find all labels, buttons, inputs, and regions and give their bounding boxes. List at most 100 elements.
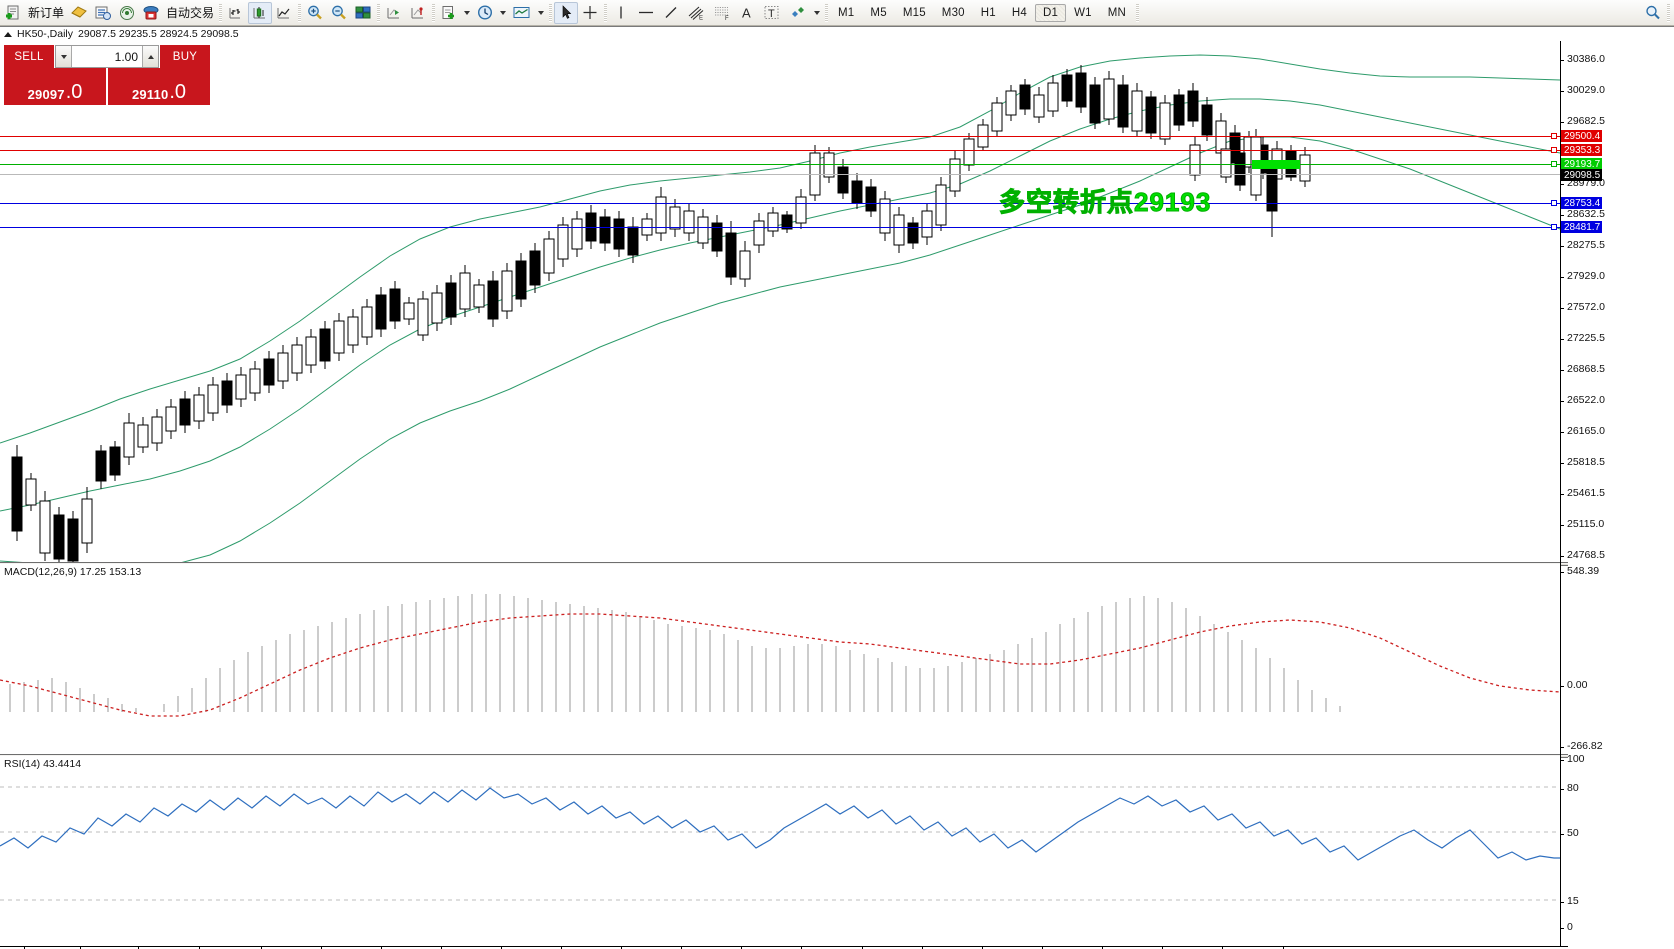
sell-button[interactable]: SELL — [4, 45, 54, 68]
add-indicator-icon[interactable] — [437, 2, 461, 24]
highlight-marker — [1252, 160, 1300, 169]
price-label-28753[interactable]: 28753.4 — [1561, 197, 1603, 209]
timeframe-d1[interactable]: D1 — [1035, 3, 1067, 22]
resistance-line-29500[interactable] — [0, 136, 1560, 137]
price-label-29500[interactable]: 29500.4 — [1561, 130, 1603, 142]
candlestick-series — [11, 65, 1311, 565]
rsi-tick: 100 — [1560, 753, 1674, 765]
text-icon[interactable]: A — [735, 2, 759, 24]
timeframe-m15[interactable]: M15 — [902, 6, 926, 19]
toolbar-separator — [547, 3, 554, 23]
price-tick: 26522.0 — [1560, 394, 1674, 406]
equidistant-channel-icon[interactable]: E — [683, 2, 709, 24]
svg-text:F: F — [725, 16, 729, 21]
chevron-down-icon — [60, 54, 67, 59]
bar-chart-icon[interactable] — [224, 2, 248, 24]
crosshair-icon[interactable] — [578, 2, 602, 24]
chevron-down-icon[interactable] — [500, 10, 507, 15]
price-tick: 30386.0 — [1560, 53, 1674, 65]
chart-symbol-period: HK50-,Daily — [17, 28, 74, 40]
timeframe-h4[interactable]: H4 — [1011, 6, 1027, 19]
timeframe-w1[interactable]: W1 — [1074, 6, 1092, 19]
timeframe-m1[interactable]: M1 — [838, 6, 855, 19]
rsi-scale[interactable]: 100 80 50 15 0 — [1560, 753, 1674, 946]
resistance-handle-29500[interactable] — [1551, 133, 1557, 139]
search-icon[interactable] — [1641, 2, 1665, 24]
price-pane[interactable]: 多空转折点29193 — [0, 41, 1561, 569]
macd-pane[interactable]: MACD(12,26,9) 17.25 153.13 — [0, 564, 1561, 754]
buy-price-integer: 29110 — [131, 87, 169, 102]
auto-trading-icon[interactable] — [139, 2, 163, 24]
price-label-29353[interactable]: 29353.3 — [1561, 144, 1603, 156]
macd-scale[interactable]: 548.39 0.00 -266.82 — [1560, 564, 1674, 754]
price-label-29193[interactable]: 29193.7 — [1561, 158, 1603, 170]
text-label-icon[interactable]: T — [759, 2, 785, 24]
new-order-label[interactable]: 新订单 — [28, 6, 65, 20]
resistance-line-29353[interactable] — [0, 150, 1560, 151]
date-axis[interactable]: 24 Dec 2018 2 Jan 2019 8 Jan 2019 14 Jan… — [0, 946, 1568, 949]
resistance-handle-29353[interactable] — [1551, 147, 1557, 153]
fibonacci-icon[interactable]: F — [709, 2, 735, 24]
timeframe-h1[interactable]: H1 — [980, 6, 996, 19]
shapes-icon[interactable] — [785, 2, 811, 24]
new-order-icon[interactable] — [2, 2, 25, 24]
cursor-icon[interactable] — [554, 1, 579, 24]
one-click-trading-panel[interactable]: SELL 1.00 BUY 29097 .0 — [4, 45, 210, 105]
chevron-down-icon[interactable] — [538, 10, 545, 15]
trend-line-icon[interactable] — [659, 2, 683, 24]
bollinger-lower-band — [0, 136, 1561, 569]
line-chart-icon[interactable] — [272, 2, 296, 24]
toolbar-separator — [296, 3, 303, 23]
toolbar-separator — [823, 3, 830, 23]
chevron-down-icon[interactable] — [814, 10, 821, 15]
chart-annotation[interactable]: 多空转折点29193 — [998, 187, 1212, 218]
support-line-28753[interactable] — [0, 203, 1560, 204]
templates-icon[interactable] — [509, 2, 535, 24]
collapse-icon[interactable] — [4, 31, 12, 37]
volume-stepper[interactable]: 1.00 — [55, 45, 159, 68]
support-handle-28481[interactable] — [1551, 224, 1557, 230]
period-icon[interactable] — [473, 2, 497, 24]
auto-scroll-icon[interactable] — [406, 2, 430, 24]
support-handle-28753[interactable] — [1551, 200, 1557, 206]
data-window-icon[interactable] — [91, 2, 115, 24]
sell-price-decimal: .0 — [65, 81, 83, 103]
price-scale[interactable]: 30386.0 30029.0 29682.5 28979.0 28632.5 … — [1560, 41, 1674, 562]
zoom-in-icon[interactable] — [303, 2, 327, 24]
tile-windows-icon[interactable] — [351, 2, 375, 24]
price-label-last: 29098.5 — [1561, 169, 1603, 181]
vertical-line-icon[interactable] — [609, 2, 633, 24]
timeframe-mn[interactable]: MN — [1107, 6, 1127, 19]
rsi-tick: 15 — [1560, 895, 1674, 907]
zoom-out-icon[interactable] — [327, 2, 351, 24]
price-label-28481[interactable]: 28481.7 — [1561, 221, 1603, 233]
price-tick: 27225.5 — [1560, 332, 1674, 344]
signal-icon[interactable] — [115, 2, 139, 24]
timeframe-m5[interactable]: M5 — [870, 6, 887, 19]
bollinger-upper-band — [0, 54, 1561, 444]
pivot-handle-29193[interactable] — [1551, 161, 1557, 167]
buy-price[interactable]: 29110 .0 — [108, 68, 210, 105]
chart-shift-icon[interactable] — [382, 2, 406, 24]
volume-increment-button[interactable] — [142, 46, 158, 67]
buy-button[interactable]: BUY — [160, 45, 210, 68]
pivot-line-29193[interactable] — [0, 164, 1560, 165]
toolbar-separator — [430, 3, 437, 23]
candlestick-chart-icon[interactable] — [248, 1, 273, 24]
chart-window[interactable]: HK50-,Daily 29087.5 29235.5 28924.5 2909… — [0, 26, 1674, 949]
price-tick: 27572.0 — [1560, 301, 1674, 313]
price-tick: 25115.0 — [1560, 518, 1674, 530]
template-icon[interactable] — [67, 2, 91, 24]
sell-price[interactable]: 29097 .0 — [4, 68, 106, 105]
support-line-28481[interactable] — [0, 227, 1560, 228]
timeframe-m30[interactable]: M30 — [941, 6, 965, 19]
rsi-pane[interactable]: RSI(14) 43.4414 — [0, 756, 1560, 946]
chevron-down-icon[interactable] — [464, 10, 471, 15]
toolbar-separator — [1665, 3, 1672, 23]
volume-decrement-button[interactable] — [56, 46, 72, 67]
macd-label: MACD(12,26,9) 17.25 153.13 — [4, 566, 142, 578]
auto-trading-label[interactable]: 自动交易 — [166, 6, 215, 20]
volume-input[interactable]: 1.00 — [72, 46, 142, 67]
horizontal-line-icon[interactable] — [633, 2, 659, 24]
price-tick: 26868.5 — [1560, 363, 1674, 375]
